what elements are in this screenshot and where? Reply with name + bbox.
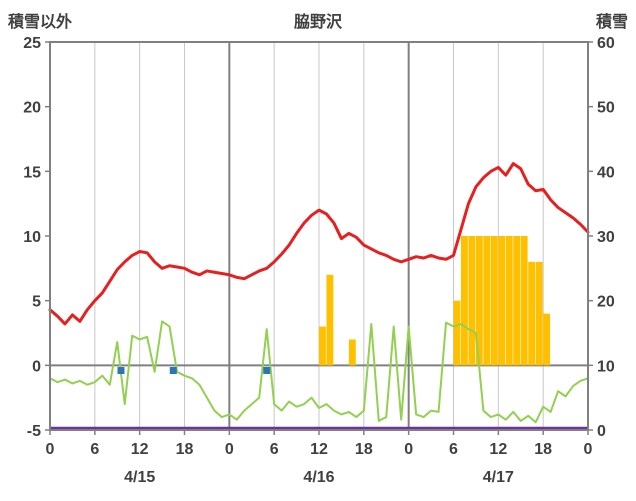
svg-text:12: 12: [310, 441, 328, 458]
svg-text:0: 0: [225, 441, 234, 458]
svg-text:0: 0: [404, 441, 413, 458]
svg-text:50: 50: [597, 100, 615, 117]
svg-text:0: 0: [584, 441, 593, 458]
chart-title: 脇野沢: [293, 14, 343, 31]
svg-text:18: 18: [355, 441, 373, 458]
svg-text:60: 60: [597, 35, 615, 52]
right-axis-title: 積雪: [595, 14, 628, 31]
svg-text:20: 20: [23, 100, 41, 117]
svg-text:0: 0: [32, 358, 41, 375]
left-axis-title: 積雪以外: [8, 14, 73, 31]
svg-text:6: 6: [270, 441, 279, 458]
svg-text:10: 10: [597, 358, 615, 375]
svg-text:10: 10: [23, 229, 41, 246]
svg-text:4/17: 4/17: [483, 469, 514, 486]
svg-text:6: 6: [90, 441, 99, 458]
svg-text:4/16: 4/16: [303, 469, 334, 486]
svg-text:30: 30: [597, 229, 615, 246]
svg-text:40: 40: [597, 164, 615, 181]
svg-text:12: 12: [489, 441, 507, 458]
svg-text:12: 12: [131, 441, 149, 458]
svg-text:20: 20: [597, 294, 615, 311]
svg-text:25: 25: [23, 35, 41, 52]
svg-text:0: 0: [597, 423, 606, 440]
svg-text:5: 5: [32, 294, 41, 311]
svg-text:-5: -5: [27, 423, 41, 440]
svg-text:6: 6: [449, 441, 458, 458]
svg-text:15: 15: [23, 164, 41, 181]
svg-text:18: 18: [534, 441, 552, 458]
svg-text:4/15: 4/15: [124, 469, 155, 486]
svg-text:0: 0: [46, 441, 55, 458]
svg-text:18: 18: [176, 441, 194, 458]
